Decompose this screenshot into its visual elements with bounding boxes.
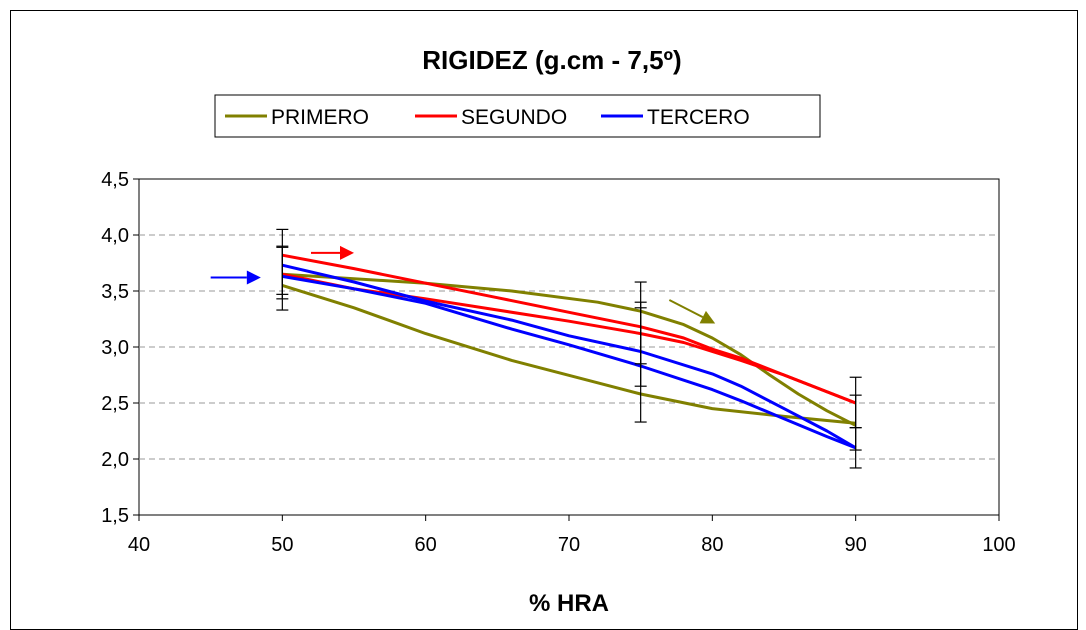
x-axis-title: % HRA xyxy=(529,590,609,617)
x-axis: 40 50 60 70 80 90 100 xyxy=(128,515,1016,556)
x-tick-label: 70 xyxy=(558,534,580,556)
y-tick-label: 4,5 xyxy=(101,169,129,191)
arrow-head xyxy=(699,310,716,324)
x-tick-label: 100 xyxy=(982,534,1015,556)
x-tick-label: 80 xyxy=(701,534,723,556)
arrow-head xyxy=(340,245,354,260)
arrow-right xyxy=(311,245,354,260)
legend-label-primero: PRIMERO xyxy=(271,106,369,129)
annotation-arrows xyxy=(210,245,716,324)
x-tick-label: 40 xyxy=(128,534,150,556)
arrow-right xyxy=(210,270,261,285)
chart-svg: RIGIDEZ (g.cm - 7,5º) PRIMERO SEGUNDO TE… xyxy=(101,45,1016,617)
legend-box xyxy=(214,94,821,138)
y-axis: 1,5 2,0 2,5 3,0 3,5 4,0 4,5 xyxy=(101,169,139,527)
series-line-primero-upper xyxy=(282,272,857,427)
arrow-head xyxy=(246,270,261,285)
arrow-down-right xyxy=(668,299,716,324)
y-tick-label: 2,0 xyxy=(101,449,129,471)
legend: PRIMERO SEGUNDO TERCERO xyxy=(214,94,821,138)
error-bar-layer xyxy=(276,228,862,469)
y-tick-label: 3,0 xyxy=(101,337,129,359)
y-tick-label: 4,0 xyxy=(101,225,129,247)
arrow-shaft xyxy=(668,299,704,318)
chart-title: RIGIDEZ (g.cm - 7,5º) xyxy=(422,45,681,75)
series-line-primero-lower xyxy=(281,283,856,425)
legend-label-tercero: TERCERO xyxy=(647,106,750,129)
y-tick-label: 1,5 xyxy=(101,505,129,527)
chart-frame: RIGIDEZ (g.cm - 7,5º) PRIMERO SEGUNDO TE… xyxy=(10,10,1078,630)
legend-label-segundo: SEGUNDO xyxy=(461,106,567,129)
x-tick-label: 60 xyxy=(415,534,437,556)
y-tick-label: 2,5 xyxy=(101,393,129,415)
x-tick-label: 50 xyxy=(271,534,293,556)
y-tick-label: 3,5 xyxy=(101,281,129,303)
x-tick-label: 90 xyxy=(845,534,867,556)
